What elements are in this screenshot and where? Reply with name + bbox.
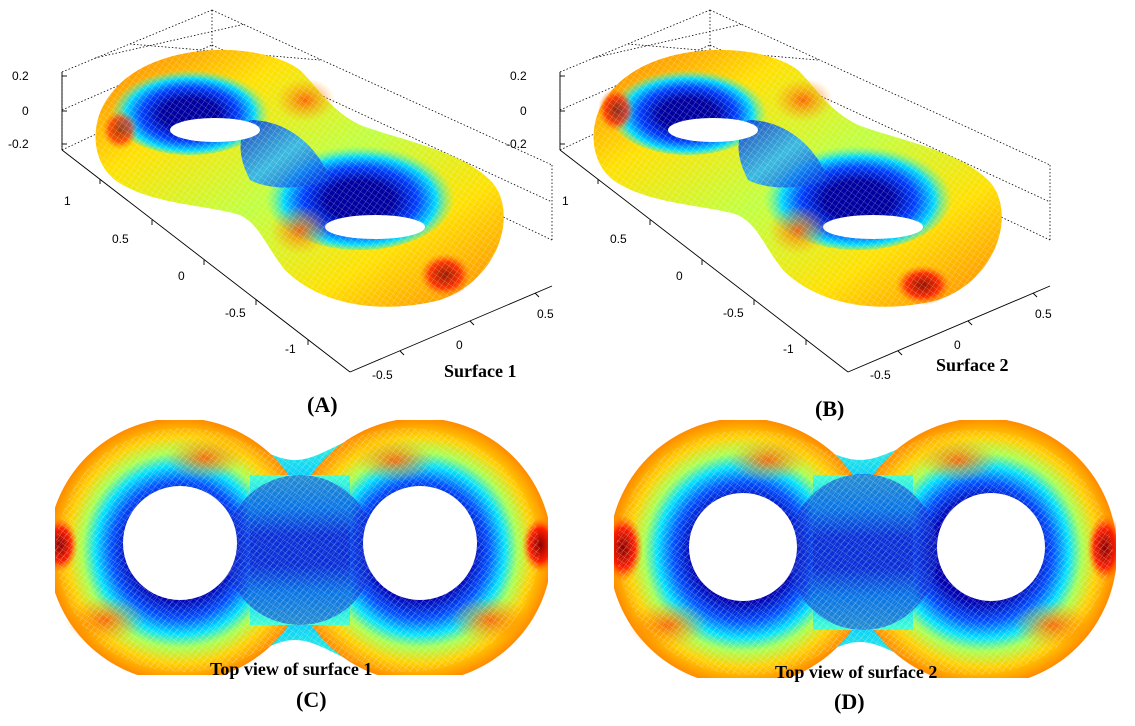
y-tick-label: -1 [783, 342, 794, 356]
z-tick-label: 0 [520, 104, 527, 118]
y-tick-label: 0.5 [610, 232, 627, 246]
z-tick-label: -0.2 [8, 137, 29, 151]
z-tick-label: 0.2 [12, 69, 29, 83]
z-tick-label: -0.2 [506, 137, 527, 151]
panel-a-3d-surface: 0.2 0 -0.2 1 0.5 0 -0.5 -1 -0.5 0 0.5 Su… [8, 9, 554, 417]
x-tick-label: 0.5 [1035, 307, 1052, 321]
y-tick-label: 1 [562, 194, 569, 208]
surface-2-mesh [593, 49, 1002, 307]
panel-b-caption: Surface 2 [936, 355, 1008, 375]
y-tick-label: 0 [676, 269, 683, 283]
y-tick-label: -1 [285, 342, 296, 356]
z-tick-label: 0.2 [510, 69, 527, 83]
y-tick-label: -0.5 [723, 306, 744, 320]
y-tick-label: 1 [64, 194, 71, 208]
x-tick-label: -0.5 [870, 368, 891, 382]
panel-d-letter: (D) [834, 689, 865, 714]
surface-1-mesh [95, 49, 504, 307]
panel-c-top-view: Top view of surface 1 (C) [0, 420, 568, 726]
panel-b-3d-surface: 0.2 0 -0.2 1 0.5 0 -0.5 -1 -0.5 0 0.5 Su… [506, 9, 1052, 421]
panel-d-caption: Top view of surface 2 [775, 662, 937, 682]
panel-c-letter: (C) [296, 687, 327, 712]
panel-c-caption: Top view of surface 1 [210, 659, 372, 679]
panel-b-letter: (B) [815, 396, 844, 421]
z-tick-label: 0 [22, 104, 29, 118]
x-tick-label: 0 [954, 338, 961, 352]
x-tick-label: 0.5 [537, 307, 554, 321]
panel-a-caption: Surface 1 [444, 361, 516, 381]
x-tick-label: -0.5 [372, 368, 393, 382]
panel-d-top-view: Top view of surface 2 (D) [568, 420, 1135, 726]
panel-a-letter: (A) [307, 392, 338, 417]
top-view-2-mesh [568, 420, 1135, 726]
y-tick-label: 0 [178, 269, 185, 283]
y-tick-label: -0.5 [225, 306, 246, 320]
top-view-1-mesh [0, 420, 568, 726]
x-tick-label: 0 [456, 338, 463, 352]
y-tick-label: 0.5 [112, 232, 129, 246]
